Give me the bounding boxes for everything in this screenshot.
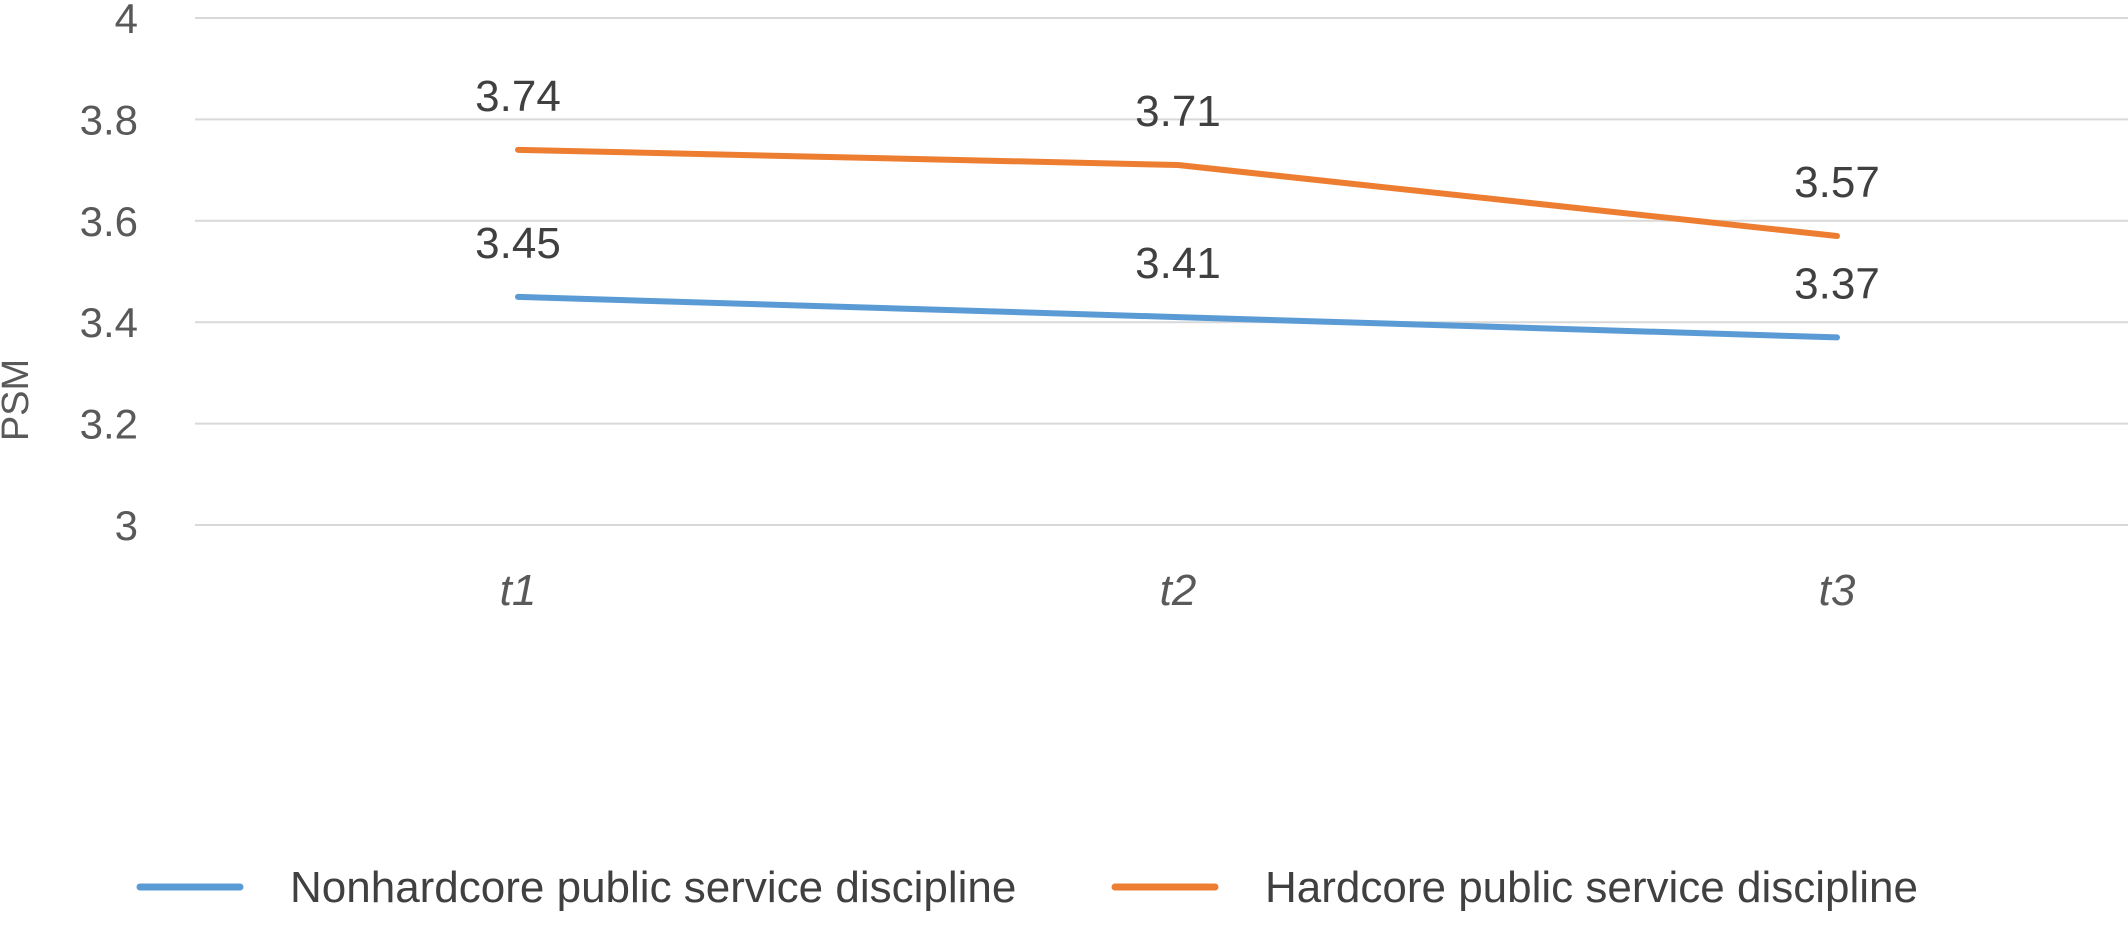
- legend-label: Hardcore public service discipline: [1265, 863, 1918, 912]
- legend-label: Nonhardcore public service discipline: [290, 863, 1016, 912]
- legend: Nonhardcore public service discipline Har…: [136, 863, 1918, 912]
- series-line-hardcore: [515, 146, 1840, 240]
- data-label: 3.57: [1794, 158, 1880, 207]
- data-label: 3.37: [1794, 259, 1880, 308]
- y-tick-label: 3.8: [80, 96, 138, 143]
- data-label: 3.45: [475, 219, 561, 268]
- y-tick-label: 4: [115, 0, 138, 42]
- x-tick-label: t2: [1160, 566, 1197, 615]
- x-axis-tick-labels: t1 t2 t3: [500, 566, 1856, 615]
- data-label: 3.41: [1135, 239, 1221, 288]
- series-lines: [515, 146, 1840, 341]
- x-tick-label: t3: [1819, 566, 1856, 615]
- y-tick-label: 3: [115, 502, 138, 549]
- data-labels: 3.45 3.41 3.37 3.74 3.71 3.57: [475, 72, 1880, 309]
- data-label: 3.74: [475, 72, 561, 121]
- y-tick-label: 3.2: [80, 401, 138, 448]
- series-line-nonhardcore: [515, 293, 1840, 341]
- y-axis-tick-labels: 3 3.2 3.4 3.6 3.8 4: [80, 0, 138, 549]
- y-axis-title: PSM: [0, 359, 37, 441]
- gridlines: [195, 17, 2128, 526]
- y-tick-label: 3.6: [80, 198, 138, 245]
- data-label: 3.71: [1135, 87, 1221, 136]
- y-tick-label: 3.4: [80, 299, 138, 346]
- x-tick-label: t1: [500, 566, 537, 615]
